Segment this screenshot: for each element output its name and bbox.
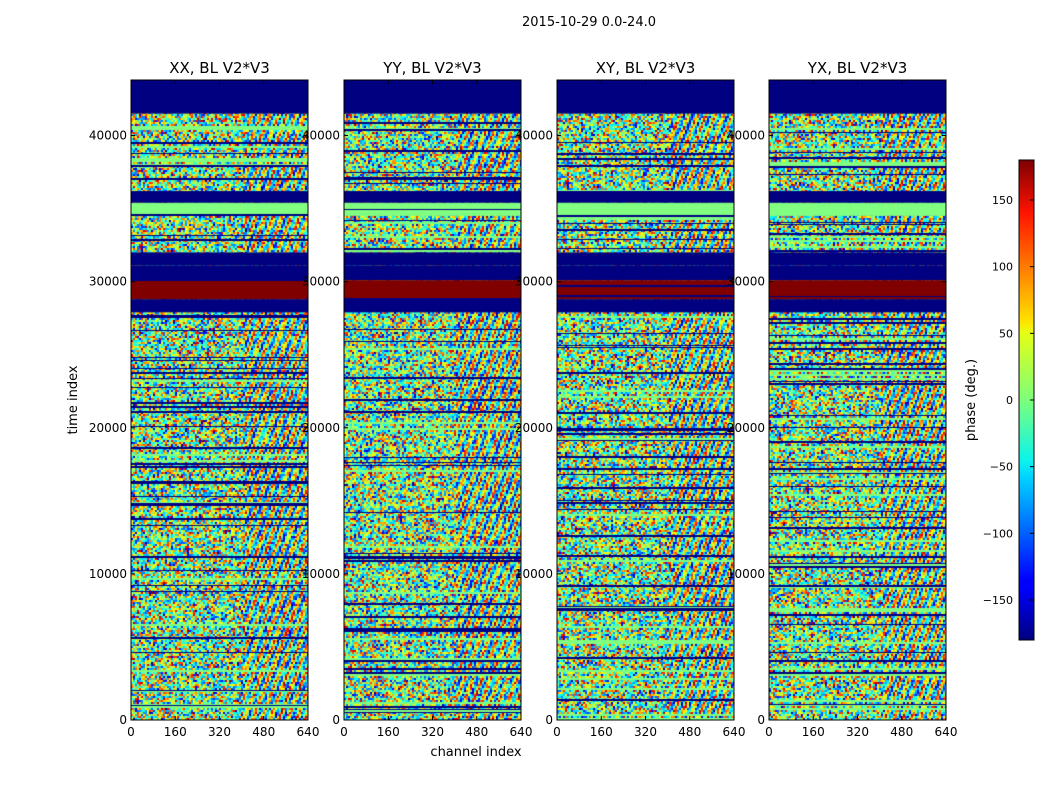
x-tick-label: 640 — [723, 725, 746, 739]
y-tick-label: 10000 — [515, 567, 553, 581]
x-tick-label: 480 — [890, 725, 913, 739]
y-tick-label: 20000 — [89, 421, 127, 435]
panels: XX, BL V2*V3 0 160 320 480 640 0 10000 20000 3000… — [89, 59, 958, 739]
x-tick-label: 320 — [208, 725, 231, 739]
y-tick-label: 30000 — [727, 275, 765, 289]
heatmap-image — [344, 80, 521, 720]
x-tick-label: 480 — [465, 725, 488, 739]
x-tick-label: 0 — [127, 725, 135, 739]
panel-title: XY, BL V2*V3 — [596, 59, 696, 77]
x-axis-label: channel index — [430, 745, 521, 760]
x-tick-label: 640 — [935, 725, 958, 739]
colorbar-tick-label: −150 — [983, 594, 1013, 607]
y-tick-label: 30000 — [302, 275, 340, 289]
y-tick-label: 20000 — [302, 421, 340, 435]
y-tick-label: 40000 — [302, 129, 340, 143]
colorbar-tick-label: 150 — [992, 194, 1013, 207]
x-tick-label: 480 — [678, 725, 701, 739]
y-tick-label: 40000 — [727, 129, 765, 143]
y-axis-label: time index — [66, 365, 81, 434]
colorbar-label: phase (deg.) — [964, 359, 979, 441]
y-tick-label: 0 — [757, 713, 765, 727]
x-tick-label: 320 — [846, 725, 869, 739]
x-tick-label: 320 — [634, 725, 657, 739]
x-tick-label: 640 — [510, 725, 533, 739]
x-tick-label: 640 — [297, 725, 320, 739]
x-tick-label: 0 — [765, 725, 773, 739]
x-tick-label: 160 — [164, 725, 187, 739]
colorbar: phase (deg.) −150 −100 −50 0 50 100 150 — [964, 159, 1035, 641]
panel-xx: XX, BL V2*V3 0 160 320 480 640 0 10000 20000 3000… — [89, 59, 320, 739]
colorbar-tick-label: 100 — [992, 261, 1013, 274]
y-tick-label: 20000 — [515, 421, 553, 435]
colorbar-tick-label: 50 — [999, 327, 1013, 340]
y-tick-label: 10000 — [727, 567, 765, 581]
colorbar-tick-label: −50 — [990, 461, 1013, 474]
figure-title: 2015-10-29 0.0-24.0 — [522, 15, 656, 30]
y-tick-label: 20000 — [727, 421, 765, 435]
panel-yy: YY, BL V2*V3 0 160 320 480 640 0 10000 20000 3000… — [302, 59, 533, 739]
colorbar-tick-label: −100 — [983, 527, 1013, 540]
y-tick-label: 40000 — [515, 129, 553, 143]
y-tick-label: 10000 — [302, 567, 340, 581]
y-tick-label: 0 — [545, 713, 553, 727]
y-tick-label: 10000 — [89, 567, 127, 581]
x-tick-label: 160 — [377, 725, 400, 739]
heatmap-image — [557, 80, 734, 720]
x-tick-label: 160 — [590, 725, 613, 739]
x-tick-label: 0 — [553, 725, 561, 739]
heatmap-image — [131, 80, 308, 720]
y-tick-label: 0 — [332, 713, 340, 727]
panel-title: XX, BL V2*V3 — [169, 59, 270, 77]
x-tick-label: 320 — [421, 725, 444, 739]
y-tick-label: 30000 — [515, 275, 553, 289]
panel-xy: XY, BL V2*V3 0 160 320 480 640 0 10000 20000 3000… — [515, 59, 746, 739]
heatmap-image — [769, 80, 946, 720]
colorbar-tick-label: 0 — [1006, 394, 1013, 407]
panel-title: YX, BL V2*V3 — [807, 59, 908, 77]
panel-yx: YX, BL V2*V3 0 160 320 480 640 0 10000 20000 3000… — [727, 59, 958, 739]
y-tick-label: 30000 — [89, 275, 127, 289]
panel-title: YY, BL V2*V3 — [382, 59, 481, 77]
y-tick-label: 0 — [119, 713, 127, 727]
x-tick-label: 160 — [802, 725, 825, 739]
y-tick-label: 40000 — [89, 129, 127, 143]
x-tick-label: 480 — [252, 725, 275, 739]
x-tick-label: 0 — [340, 725, 348, 739]
